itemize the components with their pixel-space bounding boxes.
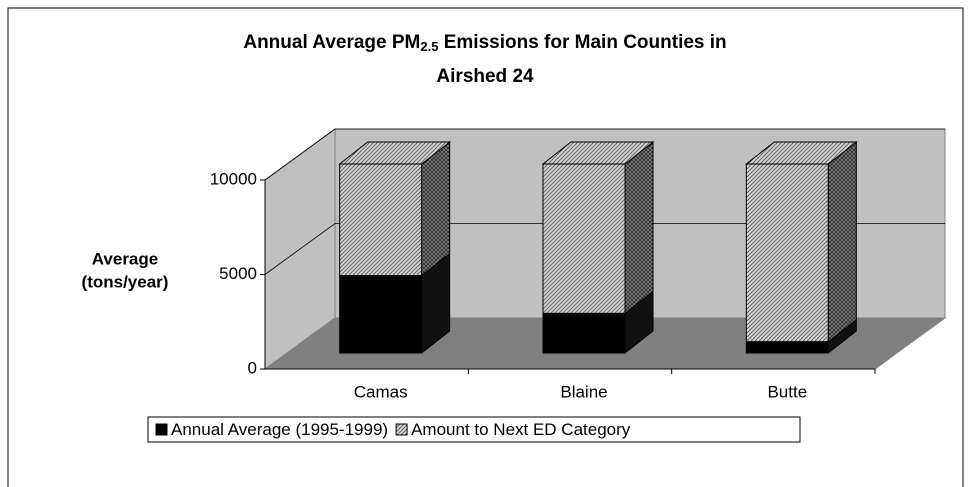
y-tick-label: 10000: [210, 169, 257, 188]
chart-title: Airshed 24: [436, 66, 534, 87]
bar-front: [745, 341, 829, 354]
bar-front: [339, 163, 423, 277]
x-tick-label: Blaine: [560, 382, 607, 401]
bar-front: [542, 312, 626, 354]
legend-swatch: [395, 423, 408, 436]
bar-front: [745, 163, 829, 343]
bar-side: [624, 140, 654, 315]
bar-top: [338, 141, 452, 165]
grid-line: [264, 128, 945, 181]
x-tick-label: Camas: [354, 382, 408, 401]
grid-line: [264, 223, 945, 275]
legend: [147, 416, 801, 443]
y-tick-label: 5000: [219, 264, 257, 283]
bar-top: [541, 141, 655, 165]
legend-swatch: [155, 423, 168, 436]
bar-side: [827, 140, 857, 343]
y-tick-label: 0: [248, 358, 257, 377]
legend-label: Annual Average (1995-1999): [171, 420, 388, 439]
bar-top: [744, 141, 858, 165]
y-axis-label: (tons/year): [82, 272, 169, 291]
bar-front: [542, 163, 626, 314]
x-tick-label: Butte: [767, 382, 807, 401]
bar-front: [339, 275, 423, 354]
bar-side: [421, 140, 451, 277]
y-axis-label: Average: [92, 249, 158, 268]
legend-label: Amount to Next ED Category: [411, 420, 631, 439]
chart-title: Annual Average PM2.5 Emissions for Main …: [243, 32, 726, 54]
